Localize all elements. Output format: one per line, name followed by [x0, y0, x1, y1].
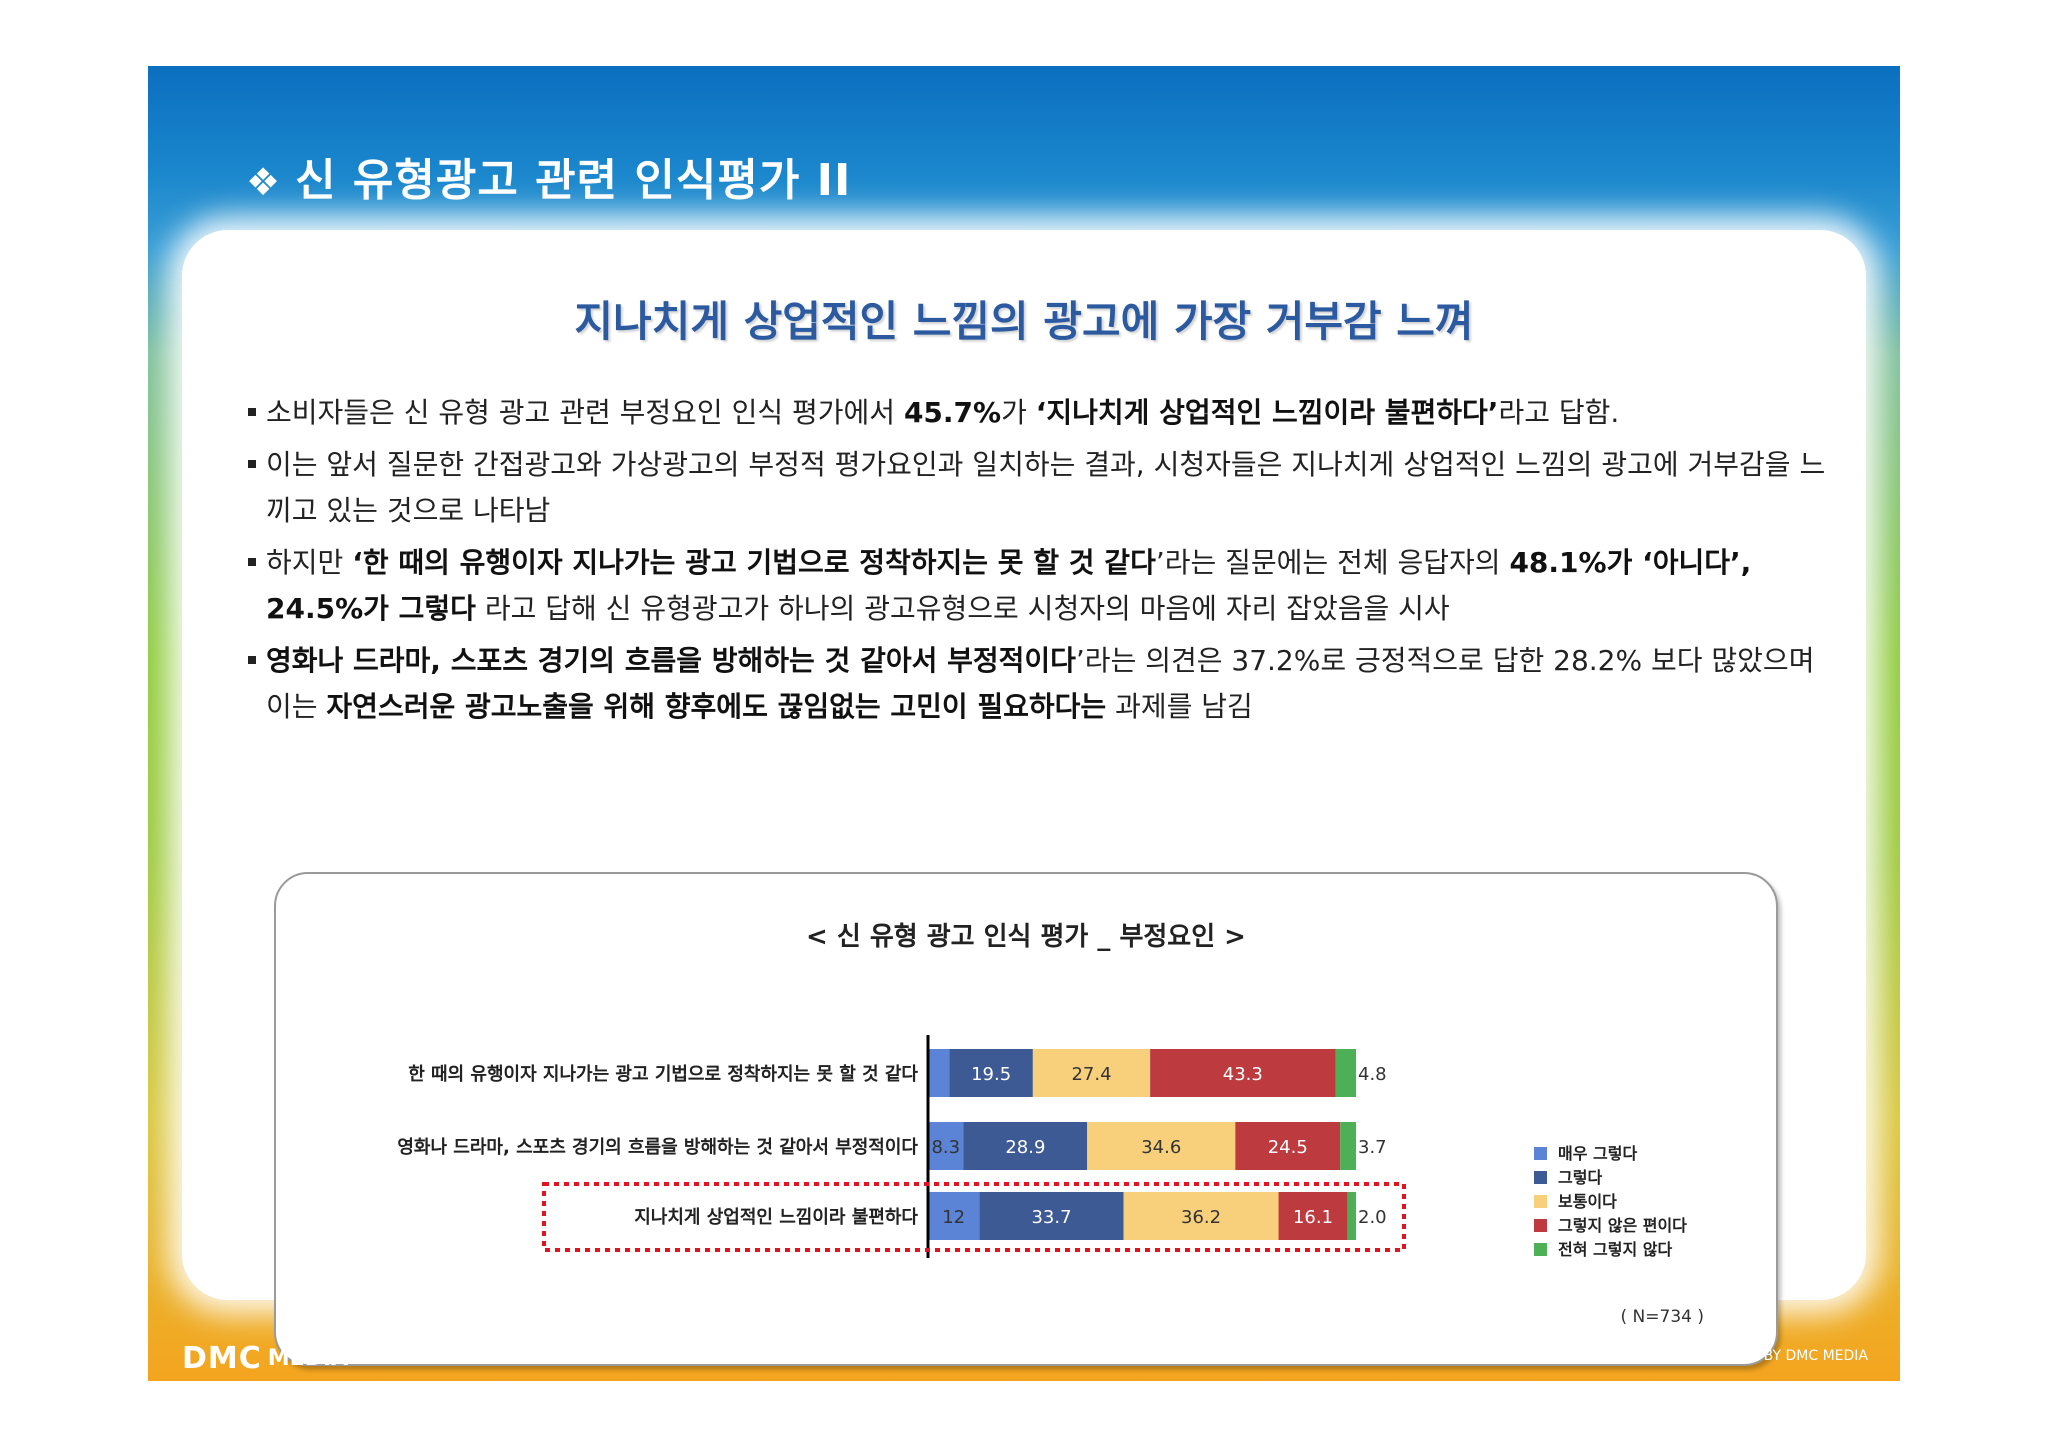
bullet-text: 가 [1001, 396, 1036, 429]
bullet-item: 영화나 드라마, 스포츠 경기의 흐름을 방해하는 것 같아서 부정적이다’라는… [248, 638, 1826, 730]
bar-segment [963, 1122, 1088, 1170]
data-label: 19.5 [971, 1064, 1011, 1085]
legend-label: 보통이다 [1558, 1192, 1617, 1211]
slide-background: ❖ 신 유형광고 관련 인식평가 II 지나치게 상업적인 느낌의 광고에 가장 … [148, 66, 1900, 1381]
legend-swatch [1534, 1171, 1547, 1184]
bullet-text: 하지만 [266, 546, 353, 579]
bullet-text: ’라는 의견은 37.2%로 긍정적으로 답한 28.2% 보다 많았으며 이는 [266, 644, 1815, 723]
bar-segment [1150, 1049, 1336, 1097]
bar-segment [928, 1192, 980, 1240]
bar-segment [1347, 1192, 1356, 1240]
diamond-bullet-icon: ❖ [246, 160, 282, 204]
slide-title: ❖ 신 유형광고 관련 인식평가 II [246, 144, 851, 208]
legend-swatch [1534, 1243, 1547, 1256]
square-bullet-icon [248, 656, 256, 664]
legend-swatch [1534, 1147, 1547, 1160]
square-bullet-icon [248, 408, 256, 416]
bar-segment [1340, 1122, 1356, 1170]
bullet-item: 이는 앞서 질문한 간접광고와 가상광고의 부정적 평가요인과 일치하는 결과,… [248, 442, 1826, 534]
bullet-text: 이는 앞서 질문한 간접광고와 가상광고의 부정적 평가요인과 일치하는 결과,… [266, 448, 1826, 527]
dmc-logo: DMC [182, 1341, 262, 1376]
data-label: 4.8 [1358, 1064, 1387, 1085]
square-bullet-icon [248, 460, 256, 468]
slide-title-text: 신 유형광고 관련 인식평가 II [295, 155, 852, 206]
data-label: 43.3 [1223, 1064, 1263, 1085]
legend-swatch [1534, 1219, 1547, 1232]
legend-label: 전혀 그렇지 않다 [1558, 1240, 1672, 1259]
legend-swatch [1534, 1195, 1547, 1208]
footer-brand: DMC MEDIA DIGITAL MEDIA CONVERGENCE COMPAN… [182, 1341, 651, 1376]
data-label: 24.5 [1268, 1137, 1308, 1158]
highlight-box [542, 1182, 1406, 1252]
bullet-text-bold: 영화나 드라마, 스포츠 경기의 흐름을 방해하는 것 같아서 부정적이다 [266, 644, 1076, 677]
footer-tagline: DIGITAL MEDIA CONVERGENCE COMPANY [360, 1350, 651, 1367]
bullet-text: 과제를 남김 [1106, 690, 1253, 723]
bar-segment [1335, 1049, 1356, 1097]
bullet-text: 라고 답해 신 유형광고가 하나의 광고유형으로 시청자의 마음에 자리 잡았음… [475, 592, 1450, 625]
bar-segment [928, 1122, 964, 1170]
footer-copyright: COPYRIGHTS © 2002-2010. ALL RIGHTS RESER… [1399, 1348, 1868, 1364]
data-label: 33.7 [1031, 1207, 1071, 1228]
data-label: 3.7 [1358, 1137, 1387, 1158]
data-label: 12 [942, 1207, 965, 1228]
headline: 지나치게 상업적인 느낌의 광고에 가장 거부감 느껴 [574, 297, 1474, 346]
bullet-text-bold: 45.7% [903, 396, 1002, 429]
chart-title: < 신 유형 광고 인식 평가 _ 부정요인 > [806, 922, 1246, 952]
data-label: 16.1 [1293, 1207, 1333, 1228]
legend-label: 그렇다 [1558, 1168, 1602, 1187]
square-bullet-icon [248, 558, 256, 566]
category-label: 영화나 드라마, 스포츠 경기의 흐름을 방해하는 것 같아서 부정적이다 [397, 1137, 918, 1158]
bar-segment [1087, 1122, 1236, 1170]
data-label: 34.6 [1141, 1137, 1181, 1158]
bar-segment [1123, 1192, 1279, 1240]
data-label: 27.4 [1071, 1064, 1111, 1085]
bullet-text: ’라는 질문에는 전체 응답자의 [1155, 546, 1510, 579]
data-label: 2.0 [1358, 1207, 1387, 1228]
bar-segment [928, 1049, 950, 1097]
bullet-item: 하지만 ‘한 때의 유행이자 지나가는 광고 기법으로 정착하지는 못 할 것 … [248, 540, 1826, 632]
bullet-text-bold: 48.1%가 ‘아니다’, 24.5%가 그렇다 [266, 546, 1752, 625]
data-label: 28.9 [1005, 1137, 1045, 1158]
content-panel: 지나치게 상업적인 느낌의 광고에 가장 거부감 느껴 소비자들은 신 유형 광… [182, 230, 1866, 1366]
bar-segment [979, 1192, 1124, 1240]
legend-label: 매우 그렇다 [1558, 1144, 1637, 1163]
bullet-text-bold: ‘지나치게 상업적인 느낌이라 불편하다’ [1035, 396, 1499, 429]
chart-box: < 신 유형 광고 인식 평가 _ 부정요인 > 519.527.443.34.… [274, 872, 1778, 1366]
bullet-item: 소비자들은 신 유형 광고 관련 부정요인 인식 평가에서 45.7%가 ‘지나… [248, 390, 1826, 436]
bar-segment [949, 1049, 1033, 1097]
bar-segment [1278, 1192, 1348, 1240]
media-wordmark: MEDIA [267, 1346, 349, 1371]
sample-size-note: ( N=734 ) [1621, 1307, 1704, 1327]
legend-label: 그렇지 않은 편이다 [1558, 1216, 1687, 1235]
bullet-text: 라고 답함. [1498, 396, 1620, 429]
category-label: 지나치게 상업적인 느낌이라 불편하다 [634, 1207, 918, 1228]
bar-segment [1032, 1049, 1151, 1097]
bar-segment [1235, 1122, 1341, 1170]
bullet-text-bold: ‘한 때의 유행이자 지나가는 광고 기법으로 정착하지는 못 할 것 같다 [352, 546, 1156, 579]
data-label: 8.3 [931, 1137, 960, 1158]
bullet-text-bold: 자연스러운 광고노출을 위해 향후에도 끊임없는 고민이 필요하다는 [326, 690, 1107, 723]
stacked-bar-chart: 519.527.443.34.8한 때의 유행이자 지나가는 광고 기법으로 정… [397, 1035, 1704, 1327]
bullet-list: 소비자들은 신 유형 광고 관련 부정요인 인식 평가에서 45.7%가 ‘지나… [242, 390, 1826, 736]
bullet-text: 소비자들은 신 유형 광고 관련 부정요인 인식 평가에서 [266, 396, 904, 429]
data-label: 36.2 [1181, 1207, 1221, 1228]
category-label: 한 때의 유행이자 지나가는 광고 기법으로 정착하지는 못 할 것 같다 [408, 1063, 918, 1085]
